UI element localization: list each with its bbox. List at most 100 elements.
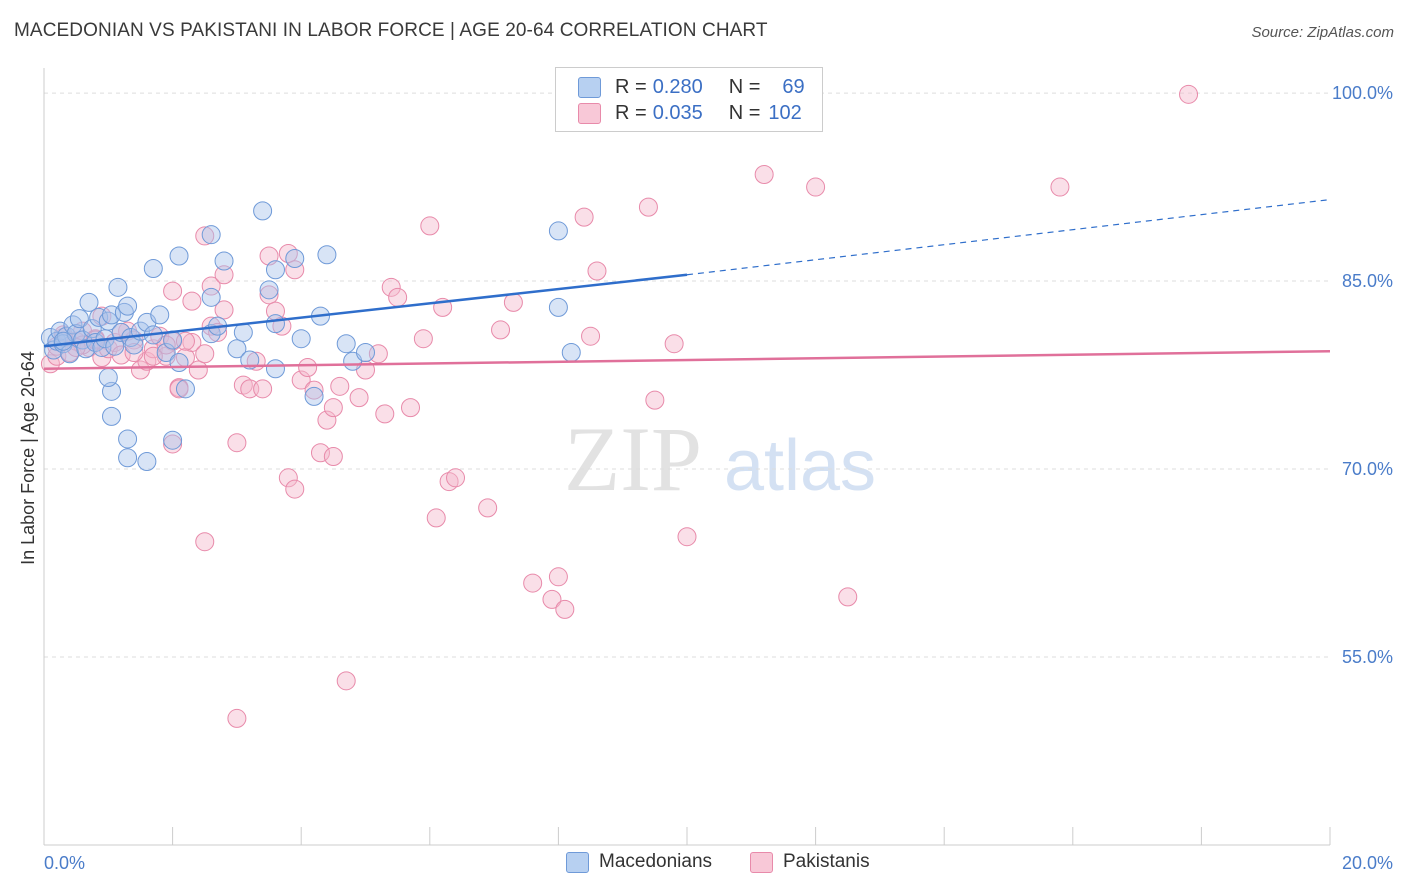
pakistani-point bbox=[304, 380, 324, 400]
pakistani-point bbox=[420, 216, 440, 236]
legend-r-label: R = bbox=[615, 101, 647, 124]
legend-r-value: 0.280 bbox=[652, 75, 703, 98]
macedonian-point bbox=[336, 334, 356, 354]
legend-r-label: R = bbox=[615, 75, 647, 98]
pakistani-point bbox=[806, 177, 826, 197]
macedonian-point bbox=[201, 225, 221, 245]
pakistani-point bbox=[278, 468, 298, 488]
macedonian-point bbox=[265, 314, 285, 334]
pakistani-point bbox=[214, 300, 234, 320]
macedonian-point bbox=[227, 339, 247, 359]
macedonian-point bbox=[253, 201, 273, 221]
macedonian-point bbox=[265, 359, 285, 379]
source-label: Source: ZipAtlas.com bbox=[1251, 24, 1394, 41]
pakistani-point bbox=[182, 332, 202, 352]
pakistani-point bbox=[375, 404, 395, 424]
pakistani-point bbox=[227, 708, 247, 728]
x-tick-label: 0.0% bbox=[44, 853, 85, 873]
pakistani-point bbox=[291, 370, 311, 390]
pakistani-point bbox=[201, 276, 221, 296]
pakistani-point bbox=[188, 360, 208, 380]
legend-label-macedonians: Macedonians bbox=[599, 851, 713, 872]
macedonian-point bbox=[98, 368, 118, 388]
macedonian-point bbox=[76, 339, 96, 359]
pakistanis-trend-line bbox=[43, 349, 1331, 371]
macedonian-point bbox=[137, 452, 157, 472]
macedonian-point bbox=[169, 353, 189, 373]
pakistani-point bbox=[574, 207, 594, 227]
pakistani-point bbox=[548, 567, 568, 587]
legend-n-label: N = bbox=[728, 75, 761, 98]
pakistani-point bbox=[1179, 84, 1199, 104]
pakistani-point bbox=[259, 285, 279, 305]
x-tick-labels: 0.0% 20.0% bbox=[44, 853, 1393, 873]
x-tick-label: 20.0% bbox=[1342, 853, 1393, 873]
pakistani-point bbox=[330, 376, 350, 396]
pakistani-point bbox=[323, 447, 343, 466]
y-tick-label: 55.0% bbox=[1342, 647, 1393, 667]
legend-swatch-pink bbox=[578, 102, 601, 124]
y-tick-label: 100.0% bbox=[1332, 83, 1393, 103]
macedonian-point bbox=[240, 350, 260, 370]
macedonian-point bbox=[169, 246, 189, 266]
macedonian-point bbox=[259, 280, 279, 300]
macedonian-point bbox=[201, 287, 221, 307]
macedonian-point bbox=[150, 305, 170, 325]
pakistani-point bbox=[169, 379, 189, 399]
pakistani-point bbox=[143, 346, 163, 366]
macedonian-point bbox=[317, 245, 337, 265]
pakistani-point bbox=[838, 587, 858, 607]
pakistani-point bbox=[285, 479, 305, 499]
legend-item-pakistanis: Pakistanis bbox=[750, 851, 870, 873]
legend-item-macedonians: Macedonians bbox=[566, 851, 712, 873]
pakistani-point bbox=[426, 508, 446, 528]
legend-row-macedonians: R = 0.280 N = 69 bbox=[578, 75, 805, 99]
pakistani-point bbox=[195, 226, 215, 246]
pakistani-point bbox=[638, 197, 658, 217]
pakistani-point bbox=[195, 532, 215, 552]
pakistani-point bbox=[439, 472, 459, 492]
pakistani-point bbox=[298, 358, 318, 378]
pakistani-point bbox=[310, 443, 330, 463]
pakistani-point bbox=[278, 243, 298, 263]
pakistani-point bbox=[677, 527, 697, 547]
pakistani-point bbox=[664, 334, 684, 354]
macedonian-point bbox=[69, 309, 89, 329]
axes bbox=[43, 68, 1331, 846]
pakistani-point bbox=[323, 398, 343, 418]
legend-r-value: 0.035 bbox=[652, 101, 703, 124]
pakistani-point bbox=[478, 498, 498, 518]
macedonians-trend-extension bbox=[686, 198, 1331, 276]
pakistani-point bbox=[317, 410, 337, 430]
pakistani-point bbox=[156, 335, 176, 355]
pakistani-point bbox=[381, 277, 401, 297]
y-tick-label: 85.0% bbox=[1342, 271, 1393, 291]
macedonians-trend-line bbox=[43, 273, 688, 348]
pakistani-point bbox=[542, 589, 562, 609]
pakistani-point bbox=[233, 375, 253, 395]
legend-n-value: 69 bbox=[782, 75, 805, 98]
legend-n-label: N = bbox=[728, 101, 761, 124]
macedonian-point bbox=[548, 297, 568, 317]
macedonian-point bbox=[304, 386, 324, 406]
correlation-legend: R = 0.280 N = 69 R = 0.035 N = 102 bbox=[555, 67, 823, 132]
series-legend: Macedonians Pakistanis bbox=[0, 851, 1406, 877]
macedonian-point bbox=[118, 296, 138, 316]
pakistani-point bbox=[587, 261, 607, 281]
pakistani-point bbox=[754, 165, 774, 185]
pakistani-point bbox=[336, 671, 356, 691]
pakistani-point bbox=[446, 468, 466, 488]
pakistani-point bbox=[645, 390, 665, 410]
macedonian-point bbox=[561, 342, 581, 362]
pakistani-point bbox=[227, 433, 247, 453]
macedonian-point bbox=[175, 379, 195, 399]
macedonian-point bbox=[548, 221, 568, 241]
pakistani-point bbox=[349, 388, 369, 408]
macedonian-point bbox=[233, 322, 253, 342]
macedonian-point bbox=[108, 277, 128, 297]
pakistani-point bbox=[214, 265, 234, 285]
macedonian-point bbox=[53, 331, 73, 351]
pakistani-point bbox=[92, 306, 112, 326]
pakistani-point bbox=[413, 329, 433, 349]
